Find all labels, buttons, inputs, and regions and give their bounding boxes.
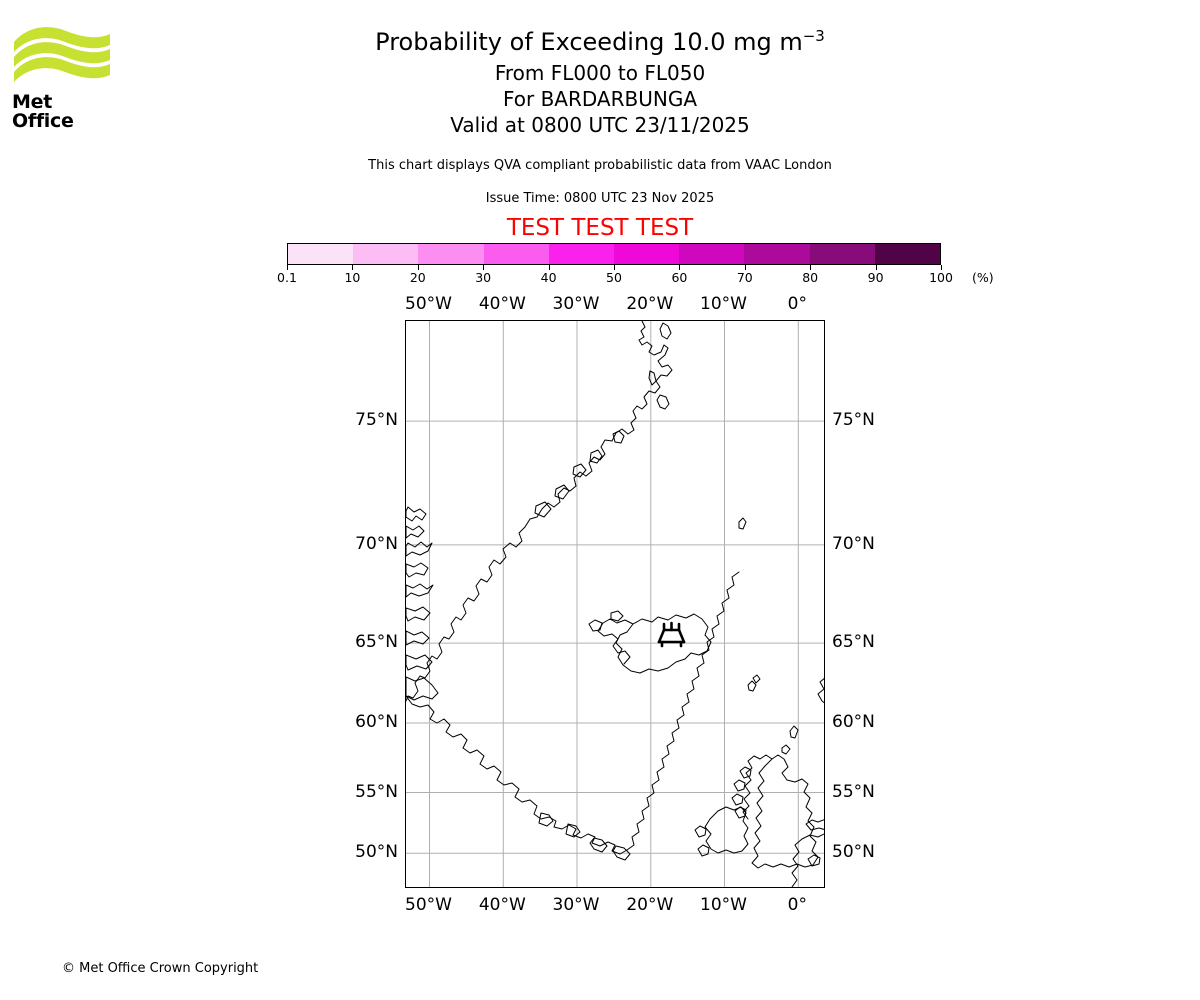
colorbar-tick-10 (941, 265, 942, 270)
great-britain-outline (731, 754, 819, 869)
colorbar-tick-label-0.1: 0.1 (277, 270, 297, 285)
faroe-islands (747, 680, 757, 692)
ireland-outline (694, 806, 749, 857)
colorbar-tick-label-100: 100 (929, 270, 953, 285)
map-frame (405, 320, 825, 888)
colorbar-segment-1 (353, 244, 419, 264)
colorbar-tick-1 (352, 265, 354, 270)
lon-label-top-0: 50°W (405, 294, 452, 314)
lat-label-left-3: 60°N (355, 712, 398, 732)
lon-label-bottom-2: 30°W (552, 895, 600, 915)
colorbar-tick-6 (679, 265, 681, 270)
qva-attribution-text: This chart displays QVA compliant probab… (368, 158, 832, 173)
colorbar-segment-3 (483, 244, 549, 264)
met-office-waves-icon (14, 27, 110, 82)
shetland-islands (789, 725, 799, 739)
lat-label-left-4: 55°N (355, 781, 398, 802)
colorbar-segment-5 (614, 244, 680, 264)
jan-mayen-island (738, 517, 747, 530)
bardarbunga-volcano-marker (657, 621, 686, 648)
lon-label-top-4: 10°W (700, 294, 747, 314)
colorbar-segment-0 (288, 244, 354, 264)
colorbar-tick-7 (744, 265, 746, 270)
lon-label-bottom-3: 20°W (626, 895, 674, 915)
iceland-outline (588, 610, 712, 674)
volcano-name: For BARDARBUNGA (502, 87, 698, 111)
map-canvas (406, 321, 824, 887)
lat-label-right-4: 55°N (832, 781, 875, 802)
lon-label-bottom-5: 0° (787, 895, 807, 915)
chart-title-block: Probability of Exceeding 10.0 mg m−3 Fro… (0, 24, 1200, 138)
lon-label-top-1: 40°W (478, 294, 526, 314)
lon-label-bottom-4: 10°W (700, 895, 747, 915)
colorbar-tick-5 (614, 265, 615, 270)
colorbar-tick-2 (417, 265, 419, 270)
lat-label-left-1: 70°N (355, 533, 398, 554)
colorbar-tick-labels: 0.1 10 20 30 40 50 60 70 80 90 100 (277, 270, 953, 288)
lat-label-right-1: 70°N (832, 533, 875, 554)
lon-label-bottom-0: 50°W (405, 895, 452, 915)
lat-label-right-0: 75°N (832, 410, 875, 431)
lat-label-left-2: 65°N (355, 632, 398, 653)
graticule-lines (406, 321, 824, 887)
issue-time-text: Issue Time: 0800 UTC 23 Nov 2025 (485, 191, 715, 206)
colorbar-segment-6 (679, 244, 745, 264)
main-title-exponent: −3 (802, 27, 825, 45)
lat-label-right-5: 50°N (832, 842, 875, 863)
colorbar-tick-9 (875, 265, 877, 270)
colorbar-tick-label-10: 10 (344, 270, 361, 285)
colorbar-gradient (287, 243, 941, 265)
colorbar-tick-label-60: 60 (671, 270, 688, 285)
lon-label-top-5: 0° (787, 294, 807, 314)
colorbar-tick-3 (483, 265, 485, 270)
lat-label-right-3: 60°N (832, 712, 875, 732)
colorbar-tick-0 (287, 265, 288, 270)
lon-label-bottom-1: 40°W (478, 895, 526, 915)
colorbar-segment-7 (744, 244, 810, 264)
lat-label-right-2: 65°N (832, 632, 875, 653)
colorbar-unit-label: (%) (972, 270, 994, 285)
test-banner: TEST TEST TEST (506, 215, 694, 241)
colorbar-tick-label-40: 40 (540, 270, 557, 285)
colorbar-segment-4 (548, 244, 615, 264)
met-office-logo: Met Office (12, 22, 112, 131)
main-title-text: Probability of Exceeding 10.0 mg m (375, 28, 803, 56)
lat-label-left-0: 75°N (355, 410, 398, 431)
colorbar-tick-label-50: 50 (606, 270, 622, 285)
copyright-text: © Met Office Crown Copyright (62, 961, 259, 976)
probability-colorbar (287, 243, 941, 265)
lon-label-top-3: 20°W (626, 294, 674, 314)
lat-label-left-5: 50°N (355, 842, 398, 863)
colorbar-tick-label-20: 20 (409, 270, 426, 285)
map-plot-area (405, 320, 825, 888)
colorbar-segment-9 (874, 244, 941, 264)
coastlines (406, 321, 824, 887)
colorbar-tick-8 (810, 265, 812, 270)
colorbar-tick-label-80: 80 (802, 270, 819, 285)
colorbar-tick-label-90: 90 (867, 270, 884, 285)
met-office-wordmark: Met Office (12, 91, 74, 132)
colorbar-tick-4 (548, 265, 550, 270)
orkney-islands (781, 744, 791, 755)
flight-level-range: From FL000 to FL050 (494, 61, 706, 85)
colorbar-segment-8 (809, 244, 875, 264)
valid-time: Valid at 0800 UTC 23/11/2025 (450, 113, 750, 137)
page-title: Probability of Exceeding 10.0 mg m−3 (0, 24, 1200, 60)
lon-label-top-2: 30°W (552, 294, 600, 314)
colorbar-tick-label-30: 30 (475, 270, 492, 285)
colorbar-ticks (287, 265, 942, 273)
colorbar-segment-2 (418, 244, 484, 264)
colorbar-tick-label-70: 70 (736, 270, 753, 285)
